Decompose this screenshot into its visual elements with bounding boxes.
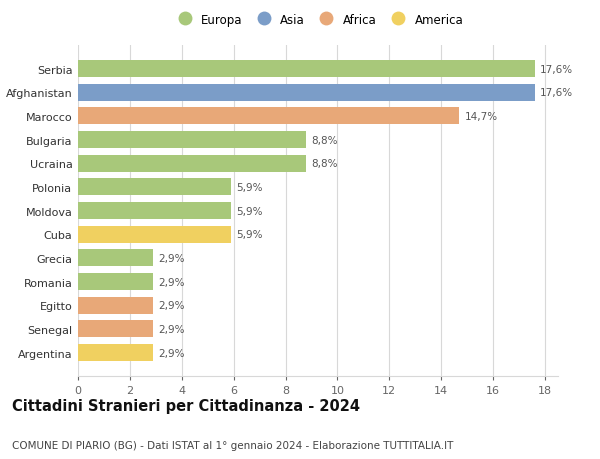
Bar	[78, 61, 535, 78]
Bar	[78, 84, 535, 101]
Bar	[78, 108, 460, 125]
Bar	[78, 297, 153, 314]
Bar	[78, 321, 153, 338]
Text: 2,9%: 2,9%	[158, 348, 185, 358]
Text: 8,8%: 8,8%	[311, 159, 338, 169]
Bar	[78, 344, 153, 361]
Legend: Europa, Asia, Africa, America: Europa, Asia, Africa, America	[168, 9, 468, 31]
Text: 2,9%: 2,9%	[158, 301, 185, 311]
Text: 2,9%: 2,9%	[158, 253, 185, 263]
Text: Cittadini Stranieri per Cittadinanza - 2024: Cittadini Stranieri per Cittadinanza - 2…	[12, 398, 360, 413]
Text: 14,7%: 14,7%	[464, 112, 498, 122]
Bar	[78, 202, 231, 220]
Text: 2,9%: 2,9%	[158, 324, 185, 334]
Text: 17,6%: 17,6%	[540, 64, 573, 74]
Text: 5,9%: 5,9%	[236, 230, 263, 240]
Bar	[78, 156, 307, 173]
Bar	[78, 226, 231, 243]
Text: 5,9%: 5,9%	[236, 183, 263, 192]
Text: COMUNE DI PIARIO (BG) - Dati ISTAT al 1° gennaio 2024 - Elaborazione TUTTITALIA.: COMUNE DI PIARIO (BG) - Dati ISTAT al 1°…	[12, 440, 454, 450]
Bar	[78, 179, 231, 196]
Text: 8,8%: 8,8%	[311, 135, 338, 145]
Text: 2,9%: 2,9%	[158, 277, 185, 287]
Bar	[78, 132, 307, 149]
Bar	[78, 274, 153, 291]
Text: 17,6%: 17,6%	[540, 88, 573, 98]
Bar	[78, 250, 153, 267]
Text: 5,9%: 5,9%	[236, 206, 263, 216]
